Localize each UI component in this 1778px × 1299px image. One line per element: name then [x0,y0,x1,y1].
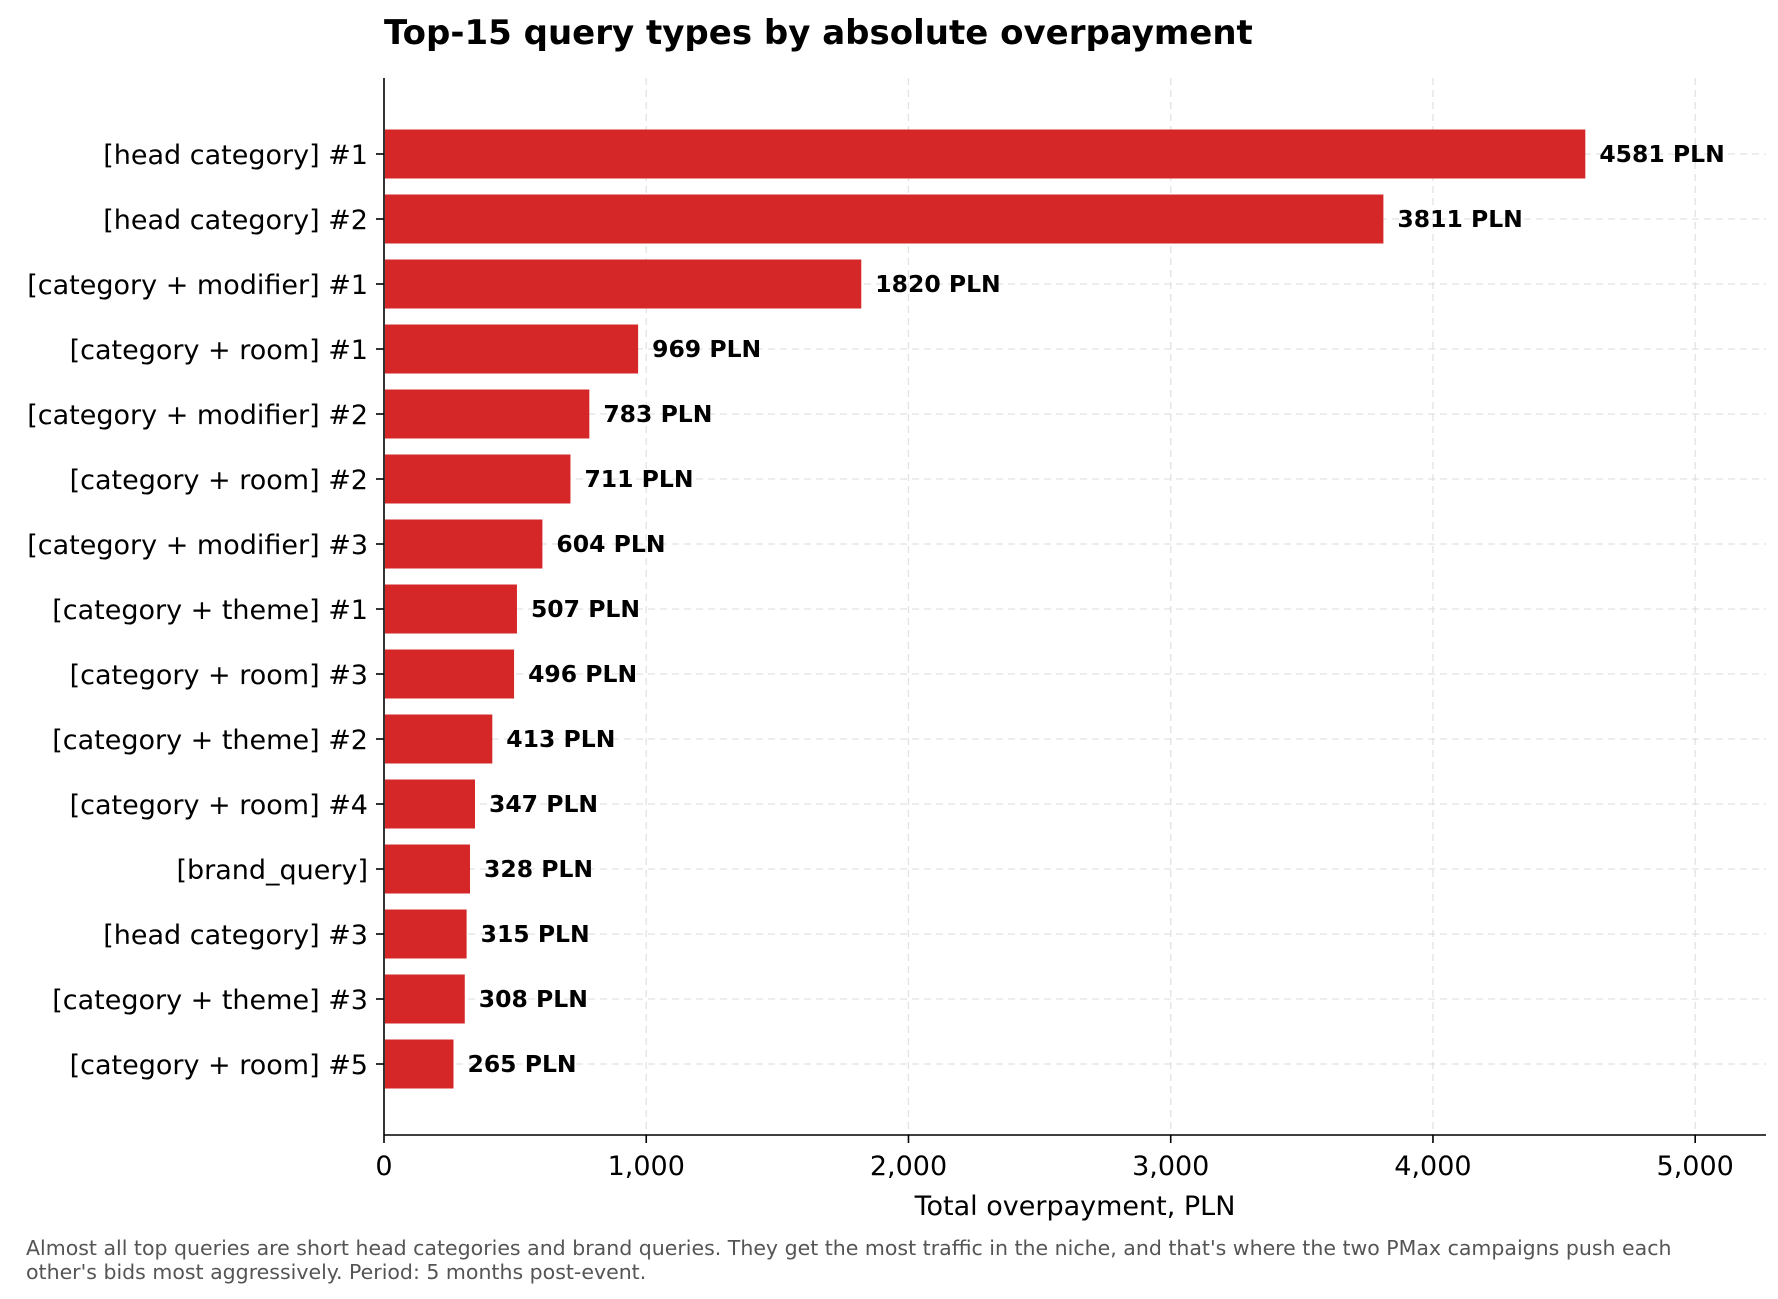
y-tick-label: [head category] #1 [103,140,368,171]
bar-value-label: 604 PLN [556,530,665,558]
bar-value-label: 711 PLN [584,465,693,493]
y-tick-label: [category + theme] #3 [52,985,368,1016]
data-labels: 4581 PLN 3811 PLN 1820 PLN 969 PLN 783 PLN 71… [467,140,1724,1078]
bar [385,129,1586,179]
y-tick-label: [category + theme] #2 [52,725,368,756]
y-tick-label: [brand_query] [176,855,368,886]
bar [385,714,493,764]
bar [385,649,515,699]
bar-value-label: 315 PLN [481,920,590,948]
bar-value-label: 507 PLN [531,595,640,623]
bar [385,194,1384,244]
bar-value-label: 413 PLN [506,725,615,753]
x-axis-label: Total overpayment, PLN [914,1191,1236,1222]
y-tick-label: [head category] #3 [103,920,368,951]
bar-value-label: 4581 PLN [1599,140,1724,168]
bar-value-label: 1820 PLN [875,270,1000,298]
bar [385,259,862,309]
y-tick-label: [category + modifier] #3 [27,530,368,561]
bar-value-label: 3811 PLN [1397,205,1522,233]
x-tick-label: 0 [375,1151,392,1182]
y-tick-label: [category + modifier] #2 [27,400,368,431]
x-tick-label: 2,000 [870,1151,947,1182]
bar [385,324,639,374]
y-axis-tick-labels: [head category] #1 [head category] #2 [cat… [27,140,384,1081]
bar-value-label: 969 PLN [652,335,761,363]
chart-title: Top-15 query types by absolute overpayme… [384,13,1253,53]
bars [385,129,1586,1089]
bar-value-label: 783 PLN [603,400,712,428]
bar [385,974,465,1024]
x-axis-ticks: 0 1,000 2,000 3,000 4,000 5,000 [375,1135,1734,1182]
y-tick-label: [category + room] #2 [70,465,368,496]
bar [385,1039,454,1089]
y-tick-label: [head category] #2 [103,205,368,236]
x-tick-label: 5,000 [1657,1151,1734,1182]
bar-value-label: 496 PLN [528,660,637,688]
bar [385,844,471,894]
x-tick-label: 1,000 [608,1151,685,1182]
bar-value-label: 265 PLN [467,1050,576,1078]
y-tick-label: [category + room] #3 [70,660,368,691]
chart-footnote: Almost all top queries are short head ca… [26,1236,1672,1284]
x-tick-label: 3,000 [1132,1151,1209,1182]
bar-value-label: 347 PLN [489,790,598,818]
bar-value-label: 308 PLN [479,985,588,1013]
bar [385,519,543,569]
bar [385,389,590,439]
bar [385,584,517,634]
bar [385,909,467,959]
y-tick-label: [category + theme] #1 [52,595,368,626]
bar [385,454,571,504]
bar-value-label: 328 PLN [484,855,593,883]
y-tick-label: [category + room] #5 [70,1050,368,1081]
x-tick-label: 4,000 [1394,1151,1471,1182]
y-tick-label: [category + modifier] #1 [27,270,368,301]
y-tick-label: [category + room] #4 [70,790,368,821]
bar [385,779,475,829]
y-tick-label: [category + room] #1 [70,335,368,366]
